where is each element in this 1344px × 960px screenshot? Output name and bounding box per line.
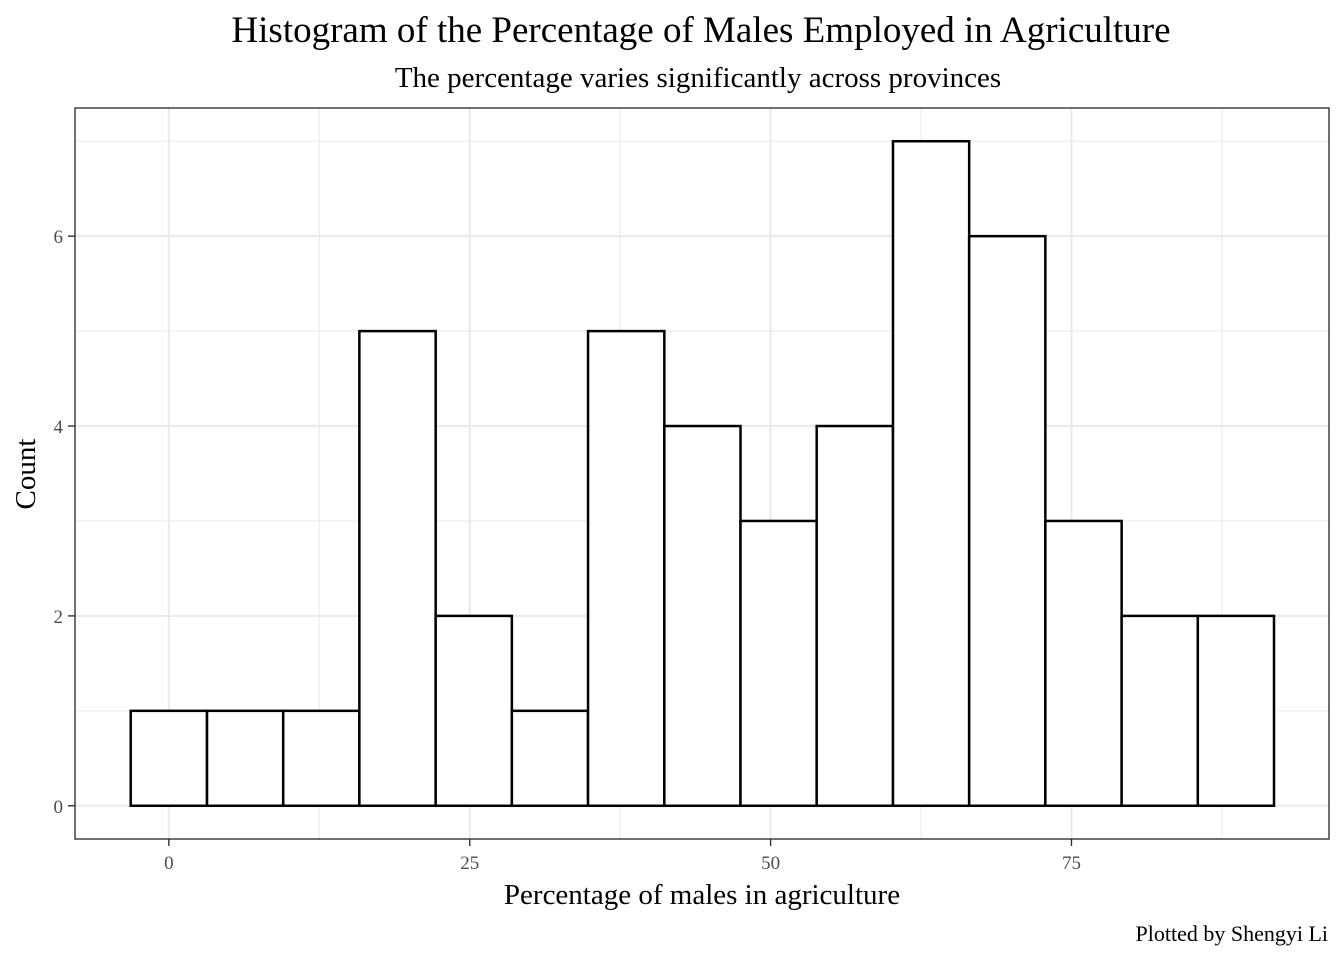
histogram-bar [1196,614,1276,808]
histogram-bar [434,614,514,808]
histogram-bar [1044,519,1123,808]
y-tick-label: 6 [54,227,64,248]
histogram-bar [358,329,437,808]
histogram-bar [663,424,742,808]
panel-border [74,107,1330,840]
histogram-bar [586,329,666,808]
histogram-bar [891,139,971,808]
y-tick-label: 4 [54,417,64,438]
histogram-bar [281,709,361,808]
x-tick-label: 50 [761,853,780,874]
y-tick-label: 2 [54,607,64,628]
chart-caption: Plotted by Shengyi Li [1136,921,1329,946]
histogram-bar [739,519,818,808]
histogram-bar [510,709,590,808]
x-tick-label: 25 [460,853,479,874]
chart-subtitle: The percentage varies significantly acro… [395,62,1001,94]
histogram-bar [815,424,895,808]
y-tick-label: 0 [54,797,64,818]
histogram-bar [205,709,285,808]
chart-title: Histogram of the Percentage of Males Emp… [231,10,1170,51]
axis-ticks: 0 25 50 75 0 2 4 6 [54,227,1081,874]
histogram-bar [1120,614,1200,808]
histogram-bar [129,709,209,808]
y-axis-title: Count [10,439,42,510]
histogram-bar [967,234,1047,808]
histogram-bars [129,139,1276,808]
x-axis-title: Percentage of males in agriculture [504,879,900,911]
x-tick-label: 75 [1062,853,1081,874]
x-tick-label: 0 [164,853,174,874]
